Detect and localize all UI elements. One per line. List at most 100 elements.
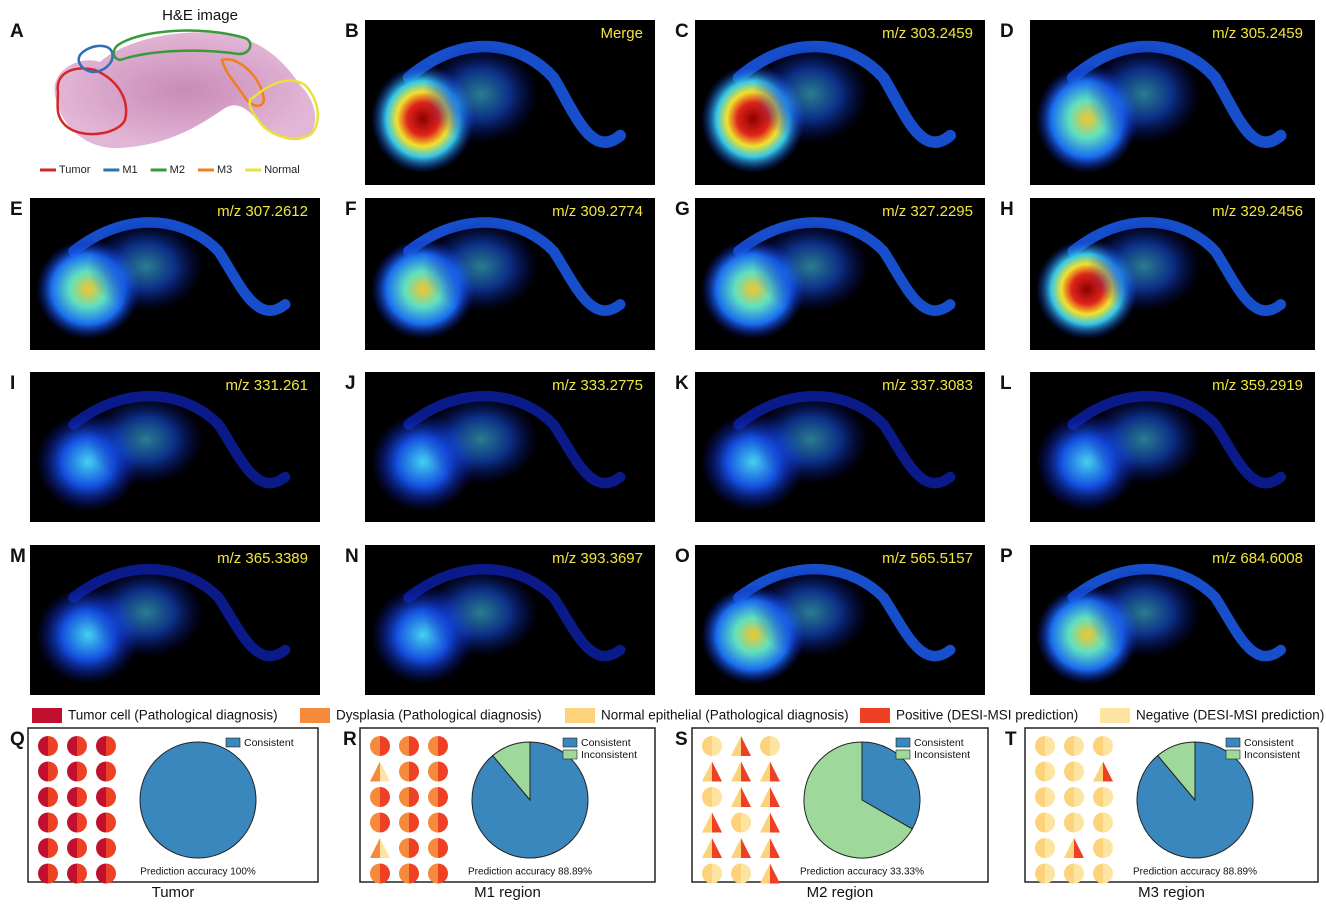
legend-label: M1 (122, 164, 137, 176)
panel-caption: M1 region (474, 884, 541, 901)
panel-label: L (1000, 373, 1012, 394)
legend-label: Inconsistent (1244, 749, 1300, 761)
tissue-signal (88, 221, 204, 312)
panel-label: S (675, 729, 688, 750)
panel-label: O (675, 546, 690, 567)
accuracy-text: Prediction accuracy 88.89% (1133, 867, 1257, 878)
legend-label: Inconsistent (914, 749, 970, 761)
sample-marker (1035, 838, 1055, 858)
panel-label: K (675, 373, 689, 394)
mz-label: m/z 393.3697 (552, 550, 643, 567)
tissue-signal (423, 45, 539, 144)
panel-label: B (345, 21, 359, 42)
sample-marker (731, 813, 751, 833)
mz-label: m/z 329.2456 (1212, 203, 1303, 220)
panel-label: R (343, 729, 357, 750)
sample-marker (428, 736, 448, 756)
sample-marker (1093, 864, 1113, 884)
legend-label: Consistent (581, 737, 631, 749)
panel-caption: Tumor (152, 884, 195, 901)
panel-caption: M3 region (1138, 884, 1205, 901)
panel-title: H&E image (162, 7, 238, 24)
sample-marker (38, 736, 58, 756)
sample-marker (731, 864, 751, 884)
panel-label: I (10, 373, 15, 394)
tissue-signal (753, 395, 869, 485)
sample-marker (67, 736, 87, 756)
sample-marker (399, 736, 419, 756)
legend-label: Normal epithelial (Pathological diagnosi… (601, 708, 849, 723)
sample-marker (399, 762, 419, 782)
sample-marker (399, 864, 419, 884)
mz-label: m/z 331.261 (225, 377, 308, 394)
sample-marker (1064, 787, 1084, 807)
legend-label: Negative (DESI-MSI prediction) (1136, 708, 1324, 723)
sample-marker (96, 838, 116, 858)
sample-marker (399, 813, 419, 833)
sample-marker (1035, 864, 1055, 884)
sample-marker (1093, 736, 1113, 756)
legend-label: Consistent (914, 737, 964, 749)
pie-slice (140, 742, 256, 858)
sample-marker (38, 813, 58, 833)
tissue-signal (423, 221, 539, 312)
panel-label: E (10, 199, 23, 220)
sample-marker (428, 813, 448, 833)
mz-label: m/z 309.2774 (552, 203, 643, 220)
legend-swatch (860, 708, 890, 723)
sample-marker (96, 813, 116, 833)
sample-marker (1093, 838, 1113, 858)
sample-marker (702, 787, 722, 807)
sample-marker (38, 838, 58, 858)
sample-marker (38, 864, 58, 884)
sample-marker (370, 864, 390, 884)
sample-marker (702, 736, 722, 756)
legend-label: M2 (170, 164, 185, 176)
sample-marker (96, 736, 116, 756)
figure: AH&E imageTumorM1M2M3NormalBMergeCm/z 30… (0, 0, 1326, 902)
legend-swatch (300, 708, 330, 723)
legend-swatch (565, 708, 595, 723)
accuracy-text: Prediction accuracy 33.33% (800, 867, 924, 878)
sample-marker (428, 762, 448, 782)
accuracy-text: Prediction accuracy 100% (140, 867, 256, 878)
sample-marker (1064, 864, 1084, 884)
sample-marker (1064, 762, 1084, 782)
sample-marker (370, 787, 390, 807)
panel-label: G (675, 199, 690, 220)
mz-label: Merge (600, 25, 643, 42)
tissue-signal (88, 395, 204, 485)
sample-marker (1035, 787, 1055, 807)
panel-label: F (345, 199, 357, 220)
legend-label: Consistent (1244, 737, 1294, 749)
panel-label: C (675, 21, 689, 42)
tissue-signal (753, 45, 869, 144)
panel-label: J (345, 373, 356, 394)
mz-label: m/z 303.2459 (882, 25, 973, 42)
accuracy-text: Prediction accuracy 88.89% (468, 867, 592, 878)
legend-label: Positive (DESI-MSI prediction) (896, 708, 1078, 723)
sample-marker (370, 736, 390, 756)
tissue-signal (423, 395, 539, 485)
sample-marker (1064, 813, 1084, 833)
legend-swatch (896, 750, 910, 759)
sample-marker (702, 864, 722, 884)
panel-label: M (10, 546, 26, 567)
legend-swatch (896, 738, 910, 747)
sample-marker (67, 813, 87, 833)
legend-swatch (563, 738, 577, 747)
sample-marker (67, 787, 87, 807)
sample-marker (760, 736, 780, 756)
sample-marker (96, 762, 116, 782)
legend-label: Consistent (244, 737, 294, 749)
mz-label: m/z 337.3083 (882, 377, 973, 394)
panel-label: A (10, 21, 24, 42)
legend-label: Inconsistent (581, 749, 637, 761)
sample-marker (67, 762, 87, 782)
panel-label: P (1000, 546, 1013, 567)
mz-label: m/z 333.2775 (552, 377, 643, 394)
legend-swatch (1226, 738, 1240, 747)
sample-marker (1035, 813, 1055, 833)
legend-label: Normal (264, 164, 299, 176)
sample-marker (67, 864, 87, 884)
